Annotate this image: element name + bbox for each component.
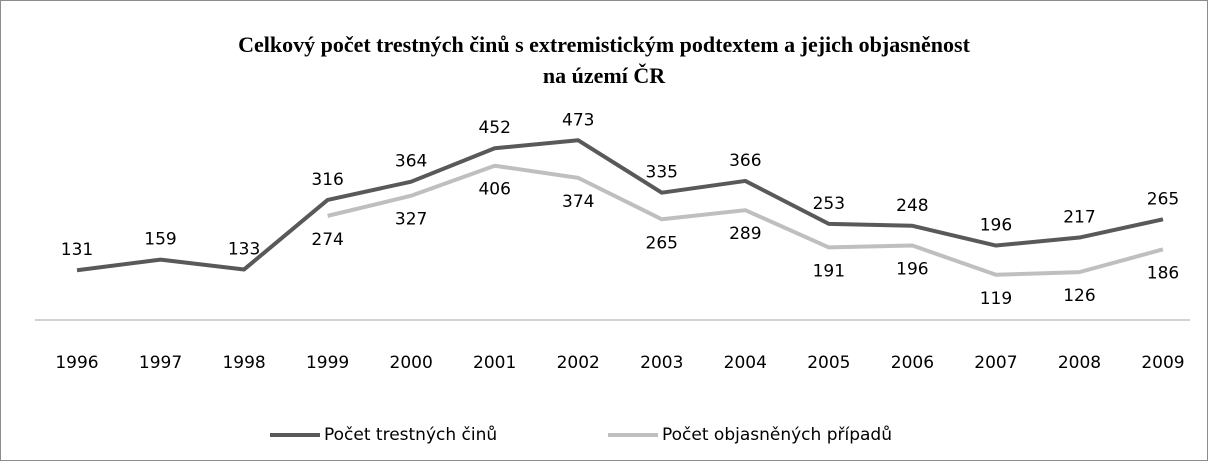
x-tick-label: 2008 bbox=[1058, 353, 1101, 373]
x-tick-label: 2009 bbox=[1141, 353, 1184, 373]
x-tick-label: 2006 bbox=[891, 353, 934, 373]
data-label: 473 bbox=[562, 110, 594, 130]
data-label: 131 bbox=[61, 240, 93, 260]
legend-label: Počet objasněných případů bbox=[662, 425, 892, 445]
data-label: 186 bbox=[1147, 263, 1179, 283]
x-tick-label: 2000 bbox=[390, 353, 433, 373]
x-tick-label: 1997 bbox=[139, 353, 182, 373]
data-label: 159 bbox=[144, 230, 176, 250]
data-label: 265 bbox=[1147, 189, 1179, 209]
data-label: 374 bbox=[562, 192, 594, 212]
data-label: 335 bbox=[646, 163, 678, 183]
data-label: 191 bbox=[813, 261, 845, 281]
x-tick-label: 1998 bbox=[222, 353, 265, 373]
legend-label: Počet trestných činů bbox=[324, 425, 497, 445]
data-label: 126 bbox=[1063, 286, 1095, 306]
x-tick-label: 2005 bbox=[807, 353, 850, 373]
series-line bbox=[327, 163, 1164, 277]
chart-title: Celkový počet trestných činů s extremist… bbox=[238, 32, 970, 57]
data-label: 253 bbox=[813, 194, 845, 214]
x-tick-label: 2007 bbox=[974, 353, 1017, 373]
chart-title: na území ČR bbox=[543, 63, 666, 88]
x-tick-label: 1996 bbox=[55, 353, 98, 373]
data-label: 274 bbox=[311, 230, 343, 250]
data-label: 289 bbox=[729, 224, 761, 244]
x-tick-label: 2002 bbox=[557, 353, 600, 373]
data-label: 327 bbox=[395, 210, 427, 230]
data-label: 316 bbox=[311, 170, 343, 190]
data-label: 248 bbox=[896, 196, 928, 216]
data-label: 452 bbox=[478, 118, 510, 138]
data-label: 196 bbox=[980, 216, 1012, 236]
data-label: 217 bbox=[1063, 208, 1095, 228]
data-label: 366 bbox=[729, 151, 761, 171]
x-tick-label: 1999 bbox=[306, 353, 349, 373]
x-tick-label: 2001 bbox=[473, 353, 516, 373]
data-label: 133 bbox=[228, 239, 260, 259]
x-tick-label: 2003 bbox=[640, 353, 683, 373]
data-label: 196 bbox=[896, 260, 928, 280]
series-line bbox=[76, 138, 1164, 273]
data-label: 364 bbox=[395, 152, 427, 172]
x-tick-label: 2004 bbox=[724, 353, 767, 373]
data-label: 265 bbox=[646, 233, 678, 253]
data-label: 119 bbox=[980, 289, 1012, 309]
data-label: 406 bbox=[478, 180, 510, 200]
